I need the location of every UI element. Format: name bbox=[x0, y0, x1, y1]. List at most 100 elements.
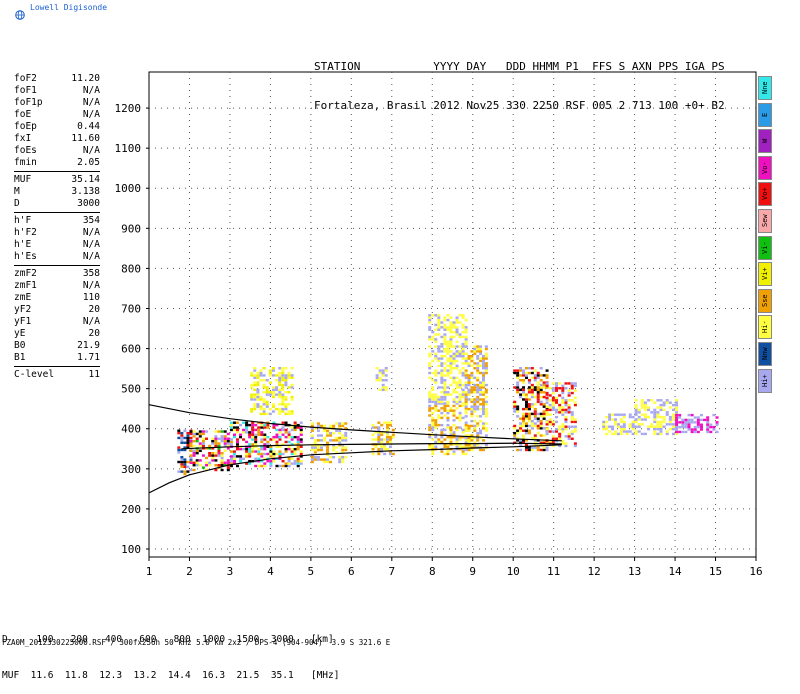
echo-point bbox=[263, 435, 267, 439]
echo-point bbox=[699, 418, 703, 422]
echo-point bbox=[254, 443, 258, 446]
echo-point bbox=[239, 435, 243, 439]
echo-point bbox=[561, 396, 565, 400]
echo-point bbox=[671, 408, 675, 412]
echo-point bbox=[542, 403, 546, 406]
echo-point bbox=[384, 386, 388, 389]
echo-point bbox=[561, 423, 565, 426]
parameter-label: foEp bbox=[14, 121, 37, 132]
echo-point bbox=[470, 419, 474, 423]
echo-point bbox=[189, 444, 193, 448]
echo-point bbox=[437, 395, 441, 399]
parameter-row: B1 1.71 bbox=[14, 352, 100, 364]
echo-point bbox=[326, 460, 330, 464]
echo-point bbox=[678, 425, 682, 429]
echo-point bbox=[189, 468, 193, 472]
echo-point bbox=[484, 354, 488, 358]
echo-point bbox=[476, 398, 480, 401]
echo-point bbox=[458, 435, 462, 439]
echo-point bbox=[245, 428, 249, 432]
echo-point bbox=[479, 371, 483, 375]
echo-point bbox=[260, 445, 264, 448]
echo-point bbox=[428, 326, 432, 329]
echo-point bbox=[473, 350, 477, 353]
echo-point bbox=[524, 405, 528, 408]
echo-point bbox=[257, 450, 261, 453]
echo-point bbox=[473, 427, 477, 430]
echo-point bbox=[449, 438, 453, 441]
echo-point bbox=[470, 376, 474, 380]
echo-point bbox=[232, 426, 236, 429]
echo-point bbox=[561, 413, 565, 416]
echo-point bbox=[440, 350, 444, 353]
parameter-value: N/A bbox=[82, 239, 100, 250]
echo-point bbox=[278, 379, 282, 382]
echo-point bbox=[293, 435, 297, 439]
parameter-label: foE bbox=[14, 109, 32, 120]
echo-point bbox=[458, 314, 462, 317]
echo-point bbox=[443, 318, 447, 322]
echo-point bbox=[254, 440, 258, 444]
legend-label: Vi+ bbox=[761, 267, 769, 281]
echo-point bbox=[428, 404, 432, 408]
echo-point bbox=[262, 412, 266, 416]
echo-point bbox=[278, 374, 282, 377]
echo-point bbox=[449, 335, 453, 339]
echo-point bbox=[386, 433, 390, 436]
echo-point bbox=[481, 400, 485, 404]
echo-point bbox=[659, 430, 663, 433]
echo-point bbox=[250, 395, 254, 399]
echo-point bbox=[675, 406, 679, 409]
parameter-value: 1.71 bbox=[77, 352, 100, 363]
header-values: Fortaleza, Brasil 2012 Nov25 330 2250 RS… bbox=[314, 99, 725, 112]
echo-point bbox=[278, 450, 282, 453]
echo-point bbox=[558, 382, 562, 385]
echo-point bbox=[476, 347, 480, 351]
echo-point bbox=[470, 412, 474, 416]
parameter-value: N/A bbox=[82, 85, 100, 96]
echo-point bbox=[470, 350, 474, 353]
echo-point bbox=[269, 455, 273, 458]
echo-point bbox=[481, 374, 485, 377]
echo-point bbox=[539, 412, 543, 416]
legend-label: Vo+ bbox=[761, 188, 769, 201]
echo-point bbox=[662, 425, 666, 428]
echo-point bbox=[326, 458, 330, 461]
echo-point bbox=[232, 421, 236, 424]
echo-point bbox=[192, 430, 196, 433]
echo-point bbox=[675, 418, 679, 422]
echo-point bbox=[388, 438, 392, 441]
echo-point bbox=[326, 429, 330, 432]
echo-point bbox=[637, 423, 641, 426]
echo-point bbox=[519, 422, 523, 425]
echo-point bbox=[446, 350, 450, 353]
echo-point bbox=[180, 436, 184, 440]
echo-point bbox=[481, 422, 485, 425]
echo-point bbox=[431, 411, 435, 415]
echo-point bbox=[388, 452, 392, 456]
echo-point bbox=[220, 461, 224, 465]
echo-point bbox=[455, 352, 459, 355]
echo-point bbox=[239, 460, 243, 463]
echo-point bbox=[631, 432, 635, 436]
echo-point bbox=[265, 391, 269, 394]
echo-point bbox=[558, 444, 562, 448]
echo-point bbox=[539, 434, 543, 437]
echo-point bbox=[381, 369, 385, 372]
echo-point bbox=[226, 461, 230, 465]
echo-point bbox=[473, 362, 477, 365]
echo-point bbox=[484, 364, 488, 368]
lowell-digisonde-logo: Lowell Digisonde bbox=[6, 2, 206, 22]
echo-point bbox=[656, 411, 660, 414]
echo-cluster bbox=[545, 382, 577, 448]
echo-point bbox=[287, 445, 291, 448]
echo-point bbox=[284, 447, 288, 451]
echo-point bbox=[696, 425, 700, 429]
echo-point bbox=[481, 424, 485, 428]
echo-point bbox=[464, 434, 468, 437]
echo-point bbox=[539, 367, 543, 370]
echo-point bbox=[443, 388, 447, 392]
echo-point bbox=[437, 347, 441, 351]
parameter-label: yE bbox=[14, 328, 26, 339]
echo-point bbox=[461, 345, 465, 348]
